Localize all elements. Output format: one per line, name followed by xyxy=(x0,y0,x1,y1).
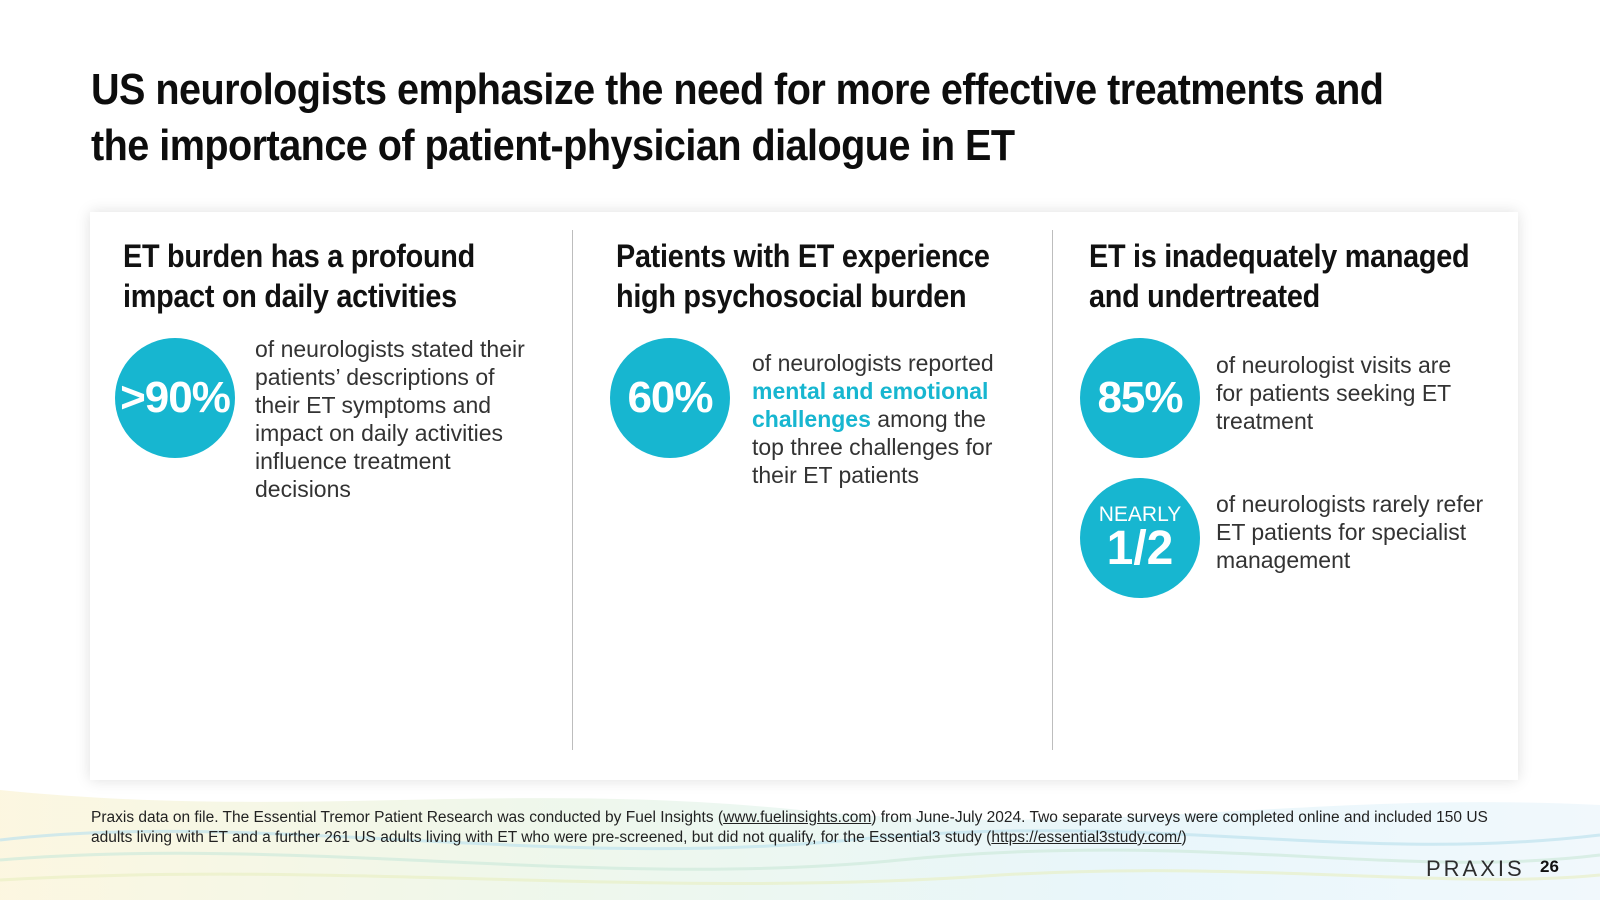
stat-highlight: mental and emotional xyxy=(752,378,989,404)
stat-value: >90% xyxy=(120,373,231,422)
stat-line: top three challenges for xyxy=(752,434,993,460)
stat-value: 1/2 xyxy=(1106,522,1174,575)
stat-description-90: of neurologists stated their patients’ d… xyxy=(255,335,545,503)
column-1-heading: ET burden has a profound impact on daily… xyxy=(123,236,475,316)
footnote: Praxis data on file. The Essential Tremo… xyxy=(91,808,1491,848)
page-number: 26 xyxy=(1540,857,1559,876)
praxis-logo: PRAXIS xyxy=(1426,856,1525,881)
footnote-text: Praxis data on file. The Essential Tremo… xyxy=(91,809,724,826)
column-2-heading-line2: high psychosocial burden xyxy=(616,278,967,314)
stat-circle-85: 85% xyxy=(1080,338,1200,458)
column-divider xyxy=(572,230,573,750)
stat-line: their ET patients xyxy=(752,462,920,488)
column-2-heading: Patients with ET experience high psychos… xyxy=(616,236,990,316)
stat-line-rest: among the xyxy=(870,406,986,432)
column-3-heading: ET is inadequately managed and undertrea… xyxy=(1089,236,1470,316)
column-3-heading-line2: and undertreated xyxy=(1089,278,1320,314)
stat-description-85: of neurologist visits are for patients s… xyxy=(1216,351,1506,435)
stat-prefix: NEARLY xyxy=(1098,503,1182,526)
column-1-heading-line1: ET burden has a profound xyxy=(123,238,475,274)
stat-circle-90: >90% xyxy=(115,338,235,458)
stat-line: for patients seeking ET xyxy=(1216,380,1452,406)
stat-value: 60% xyxy=(627,373,713,422)
slide-title: US neurologists emphasize the need for m… xyxy=(91,65,1384,170)
stat-line: treatment xyxy=(1216,408,1314,434)
column-divider xyxy=(1052,230,1053,750)
stat-description-half: of neurologists rarely refer ET patients… xyxy=(1216,490,1511,574)
stat-line: their ET symptoms and xyxy=(255,392,492,418)
footnote-text: ) xyxy=(1181,829,1187,846)
column-3-heading-line1: ET is inadequately managed xyxy=(1089,238,1470,274)
stat-line: influence treatment xyxy=(255,448,451,474)
stat-circle-60: 60% xyxy=(610,338,730,458)
stat-circle-half: NEARLY 1/2 xyxy=(1080,478,1200,598)
decorative-wave xyxy=(0,790,1600,900)
stat-line: challenges among the xyxy=(752,405,1022,433)
stat-line: decisions xyxy=(255,476,351,502)
stat-line: ET patients for specialist xyxy=(1216,519,1467,545)
stat-line: of neurologists rarely refer xyxy=(1216,491,1484,517)
column-1-heading-line2: impact on daily activities xyxy=(123,278,457,314)
stat-description-60: of neurologists reported mental and emot… xyxy=(752,349,1022,489)
stat-highlight: challenges xyxy=(752,406,871,432)
footnote-link[interactable]: https://essential3study.com/ xyxy=(991,829,1182,846)
content-card: ET burden has a profound impact on daily… xyxy=(90,212,1518,780)
stat-line: of neurologists reported xyxy=(752,350,994,376)
stat-line: of neurologists stated their xyxy=(255,336,525,362)
footnote-text: ) from June-July 2024. Two separate surv… xyxy=(91,809,1488,846)
column-2-heading-line1: Patients with ET experience xyxy=(616,238,990,274)
stat-line: patients’ descriptions of xyxy=(255,364,495,390)
stat-value: 85% xyxy=(1097,373,1183,422)
footnote-link[interactable]: www.fuelinsights.com xyxy=(723,809,872,826)
stat-line: of neurologist visits are xyxy=(1216,352,1452,378)
stat-line: management xyxy=(1216,547,1351,573)
stat-line: impact on daily activities xyxy=(255,420,503,446)
